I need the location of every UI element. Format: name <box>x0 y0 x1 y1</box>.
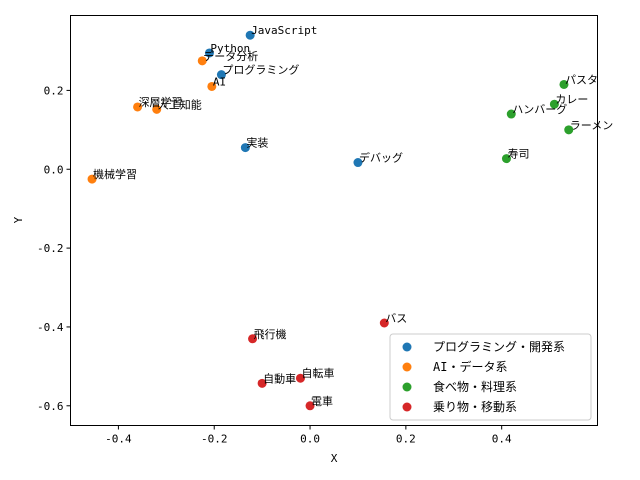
point-label: 人工知能 <box>158 97 202 111</box>
data-point <box>257 378 267 388</box>
point-label: パスタ <box>565 73 598 86</box>
x-tick-label: -0.2 <box>201 433 228 446</box>
data-point <box>248 334 258 344</box>
data-point <box>133 102 143 112</box>
point-label: 自動車 <box>263 371 296 385</box>
x-tick-label: -0.4 <box>105 433 132 446</box>
data-points <box>87 30 574 411</box>
data-point <box>549 99 559 109</box>
point-label: デバッグ <box>359 151 403 165</box>
x-tick-label: 0.4 <box>492 433 512 446</box>
point-label: データ分析 <box>203 49 258 63</box>
legend-marker <box>402 382 412 392</box>
y-axis: -0.6 -0.4 -0.2 0.0 0.2 <box>37 84 71 413</box>
legend-label: 食べ物・料理系 <box>433 379 517 394</box>
legend-label: 乗り物・移動系 <box>433 400 517 414</box>
data-point <box>305 401 315 411</box>
data-point <box>87 174 97 184</box>
legend-marker <box>402 342 412 352</box>
point-label: JavaScript <box>251 24 317 37</box>
legend-box <box>389 333 592 421</box>
data-point <box>506 109 516 119</box>
legend-marker <box>402 402 412 412</box>
point-label: 深層学習 <box>139 95 183 109</box>
y-tick-label: 0.2 <box>44 84 64 97</box>
x-tick-label: 0.2 <box>396 433 416 446</box>
data-point <box>240 143 250 153</box>
point-label: 実装 <box>246 136 268 150</box>
x-tick-label: 0.0 <box>300 433 320 446</box>
data-point <box>207 81 217 91</box>
point-label: カレー <box>555 93 588 106</box>
point-label: 飛行機 <box>254 327 287 341</box>
data-point <box>295 373 305 383</box>
data-point <box>559 79 569 89</box>
data-point <box>245 30 255 40</box>
point-label: AI <box>213 75 226 88</box>
legend-label: AI・データ系 <box>433 359 507 374</box>
y-tick-label: 0.0 <box>44 163 64 176</box>
data-point <box>379 318 389 328</box>
point-label: 電車 <box>311 394 333 408</box>
y-axis-label: Y <box>12 216 25 223</box>
legend-marker <box>402 362 412 372</box>
point-label: 自転車 <box>301 366 334 380</box>
data-point <box>204 48 214 58</box>
point-label: ハンバーグ <box>512 102 567 116</box>
y-tick-label: -0.6 <box>37 400 64 413</box>
point-label: ラーメン <box>570 119 614 132</box>
data-point <box>501 154 511 164</box>
x-axis: -0.4 -0.2 0.0 0.2 0.4 <box>105 425 512 446</box>
point-label: 寿司 <box>507 147 529 161</box>
legend-label: プログラミング・開発系 <box>433 340 565 354</box>
point-label: Python <box>210 42 250 55</box>
data-point <box>197 56 207 66</box>
x-axis-label: X <box>331 452 338 465</box>
y-tick-label: -0.2 <box>37 242 64 255</box>
point-label: バス <box>385 312 407 325</box>
y-tick-label: -0.4 <box>37 321 64 334</box>
data-point <box>152 104 162 114</box>
data-point <box>564 125 574 135</box>
data-point <box>353 158 363 168</box>
data-point <box>216 70 226 80</box>
point-label: 機械学習 <box>93 167 137 181</box>
point-label: プログラミング <box>222 63 299 77</box>
